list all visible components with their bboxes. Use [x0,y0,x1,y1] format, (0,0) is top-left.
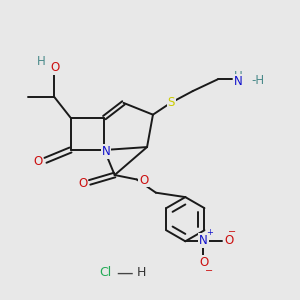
Text: O: O [199,256,208,269]
Text: -H: -H [252,74,265,87]
Text: H: H [234,70,243,83]
Text: Cl: Cl [100,266,112,279]
Text: O: O [50,61,59,74]
Text: N: N [234,75,243,88]
Text: —: — [117,264,133,282]
Text: +: + [206,228,213,237]
Text: O: O [139,173,148,187]
Text: H: H [136,266,146,279]
Text: −: − [228,226,236,237]
Text: S: S [167,96,175,109]
Text: O: O [78,177,87,190]
Text: H: H [37,55,45,68]
Text: O: O [33,155,43,168]
Text: N: N [101,145,110,158]
Text: N: N [199,234,208,247]
Text: O: O [224,234,233,247]
Text: −: − [205,266,213,276]
